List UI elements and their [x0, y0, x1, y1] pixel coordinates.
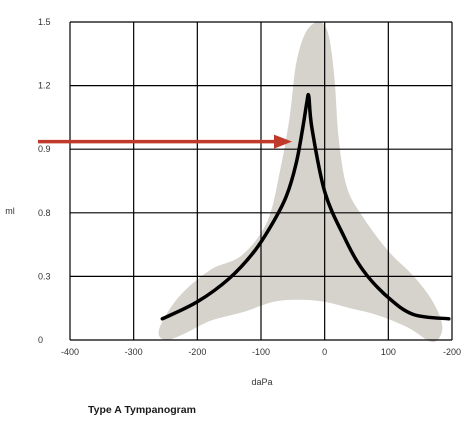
chart-caption: Type A Tympanogram	[88, 404, 196, 416]
tick-label-layer: -400 -300 -200 -100 0 100 -200 0 0.3 0.8 0.9 1.2 1.5	[38, 17, 461, 357]
y-tick-label: 0	[38, 335, 43, 345]
y-tick-label: 1.5	[38, 17, 51, 27]
x-tick-label: -200	[188, 347, 206, 357]
normal-range-region-layer	[158, 22, 443, 343]
grid-layer	[69, 21, 453, 341]
normal-range-region	[158, 22, 443, 343]
x-tick-label: 0	[322, 347, 327, 357]
y-tick-label: 0.8	[38, 208, 51, 218]
y-tick-label: 1.2	[38, 81, 51, 91]
x-tick-label: -300	[125, 347, 143, 357]
curve-layer	[160, 92, 451, 321]
x-tick-label: -400	[61, 347, 79, 357]
y-tick-label: 0.3	[38, 271, 51, 281]
y-axis-label: ml	[5, 206, 15, 216]
annotation-layer	[38, 134, 292, 149]
red-arrow-head	[274, 134, 292, 149]
x-axis-label: daPa	[251, 377, 272, 387]
x-tick-label: -200	[443, 347, 461, 357]
tympanogram-curve	[160, 92, 451, 321]
y-tick-label: 0.9	[38, 144, 51, 154]
x-tick-label: 100	[381, 347, 396, 357]
x-tick-label: -100	[252, 347, 270, 357]
